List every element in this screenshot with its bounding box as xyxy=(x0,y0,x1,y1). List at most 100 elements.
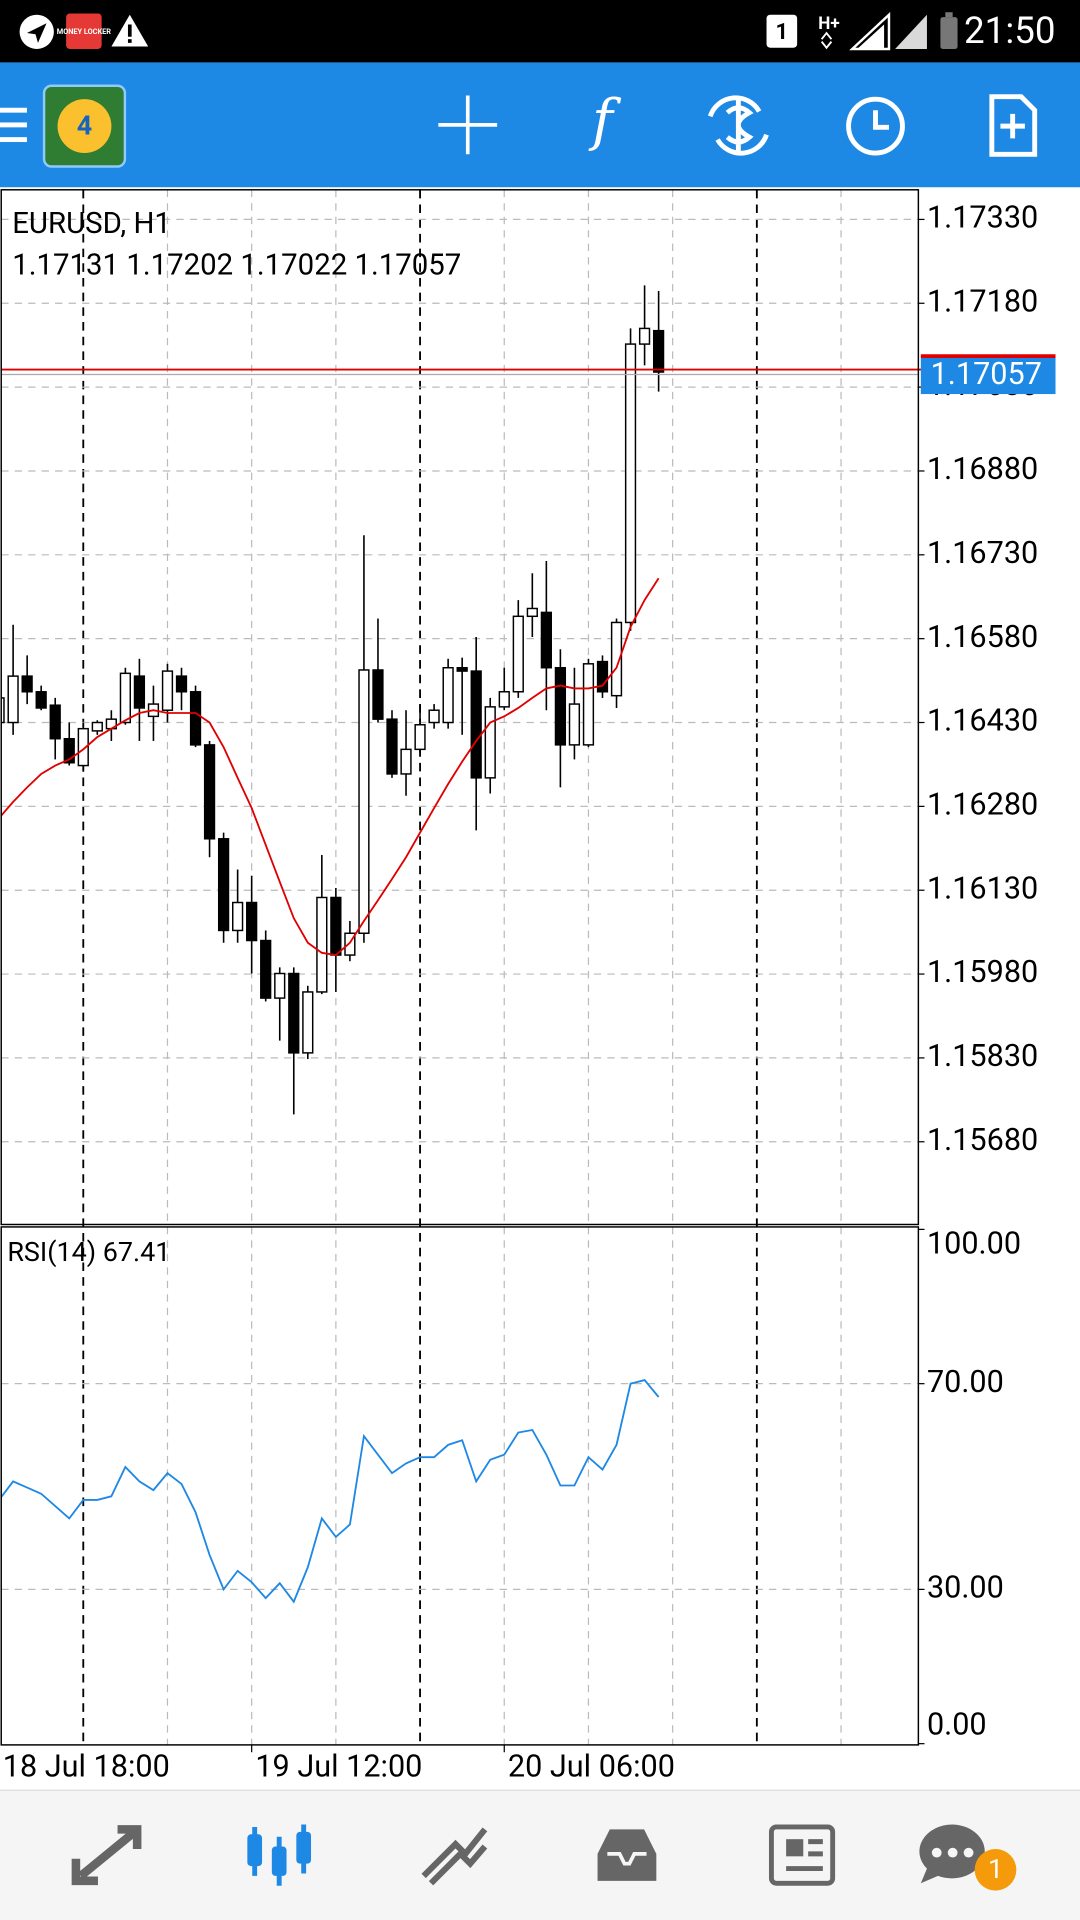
y-tick-label: 1.16880 xyxy=(927,452,1038,487)
y-tick-label: 1.16580 xyxy=(927,620,1038,655)
chart-candle xyxy=(296,1831,312,1864)
candle-body xyxy=(498,691,510,708)
history-icon xyxy=(597,1829,657,1881)
candle-body xyxy=(302,991,314,1054)
menu-bar xyxy=(0,122,27,128)
new-order-button[interactable] xyxy=(989,94,1038,157)
y-tick-label: 1.16280 xyxy=(927,787,1038,822)
menu-bar xyxy=(0,107,27,113)
grid xyxy=(1,189,919,1745)
candle-body xyxy=(386,718,398,775)
candle-body xyxy=(652,329,665,373)
app-icon-text: MONEY LOCKER xyxy=(57,27,111,36)
history-tray xyxy=(607,1852,647,1866)
candle-body xyxy=(161,670,174,711)
doc-icon xyxy=(989,94,1038,157)
warning-dot xyxy=(127,39,132,43)
status-bar xyxy=(0,0,1080,63)
battery xyxy=(940,17,958,49)
chat-tab[interactable]: 1 xyxy=(919,1824,1017,1891)
battery-tip xyxy=(945,12,953,18)
news-image xyxy=(786,1839,804,1857)
candle-body xyxy=(217,838,230,932)
y-tick-label: 1.15830 xyxy=(927,1039,1038,1074)
candle-body xyxy=(77,727,89,767)
chart-candle xyxy=(247,1834,263,1867)
candle-body xyxy=(330,896,342,956)
network-arrows xyxy=(820,31,833,50)
candle-body xyxy=(316,896,328,993)
y-tick-label: 1.16430 xyxy=(927,704,1038,739)
clock-icon xyxy=(846,96,905,156)
news-lines xyxy=(786,1839,823,1872)
chat-dot xyxy=(963,1847,974,1858)
news-icon xyxy=(768,1824,836,1886)
trade-button[interactable] xyxy=(707,95,769,156)
chart-area xyxy=(0,187,1080,1791)
axes: 1.173301.171801.170301.168801.167301.165… xyxy=(1,201,1056,1784)
moving-average xyxy=(1,577,660,957)
candle-body xyxy=(1,697,5,724)
menu-bar xyxy=(0,137,27,143)
bid-label-box xyxy=(920,357,1056,395)
quotes-icon xyxy=(71,1825,142,1886)
candle-body xyxy=(554,666,567,746)
chart-tab[interactable] xyxy=(247,1824,312,1886)
sim-number: 1 xyxy=(776,20,789,45)
candle-body xyxy=(189,691,202,746)
doc-plus xyxy=(1000,113,1025,139)
candle-body xyxy=(596,660,609,693)
rsi-plot xyxy=(1,1379,660,1604)
candle-body xyxy=(372,669,384,720)
history-tab[interactable] xyxy=(597,1829,657,1881)
candle-body xyxy=(119,672,132,724)
candle-body xyxy=(232,901,244,932)
candle-body xyxy=(260,939,272,999)
x-tick-label: 19 Jul 12:00 xyxy=(255,1749,422,1784)
chat-dot xyxy=(931,1847,942,1858)
rsi-label: RSI(14) 67.41 xyxy=(7,1236,170,1268)
x-tick-label: 20 Jul 06:00 xyxy=(508,1749,675,1784)
y-tick-label: 1.17180 xyxy=(927,284,1038,319)
candle-body xyxy=(582,663,595,746)
candle-body xyxy=(414,724,426,751)
crosshair-button[interactable] xyxy=(438,95,498,155)
rsi-line xyxy=(1,1379,660,1604)
candle-body xyxy=(526,607,538,618)
candle-body xyxy=(133,675,146,709)
candle-body xyxy=(358,669,370,934)
chat-badge-count: 1 xyxy=(988,1853,1003,1885)
y-tick-label: 1.15680 xyxy=(927,1123,1038,1158)
candle-body xyxy=(568,703,581,746)
app-icon xyxy=(66,13,102,49)
timeframe-button[interactable] xyxy=(846,96,905,156)
candle-body xyxy=(63,737,75,764)
nav-arrow xyxy=(26,23,47,43)
y-tick-label: 1.17330 xyxy=(927,201,1038,236)
symbol-title: EURUSD, H1 xyxy=(12,207,171,241)
logo-number: 4 xyxy=(77,109,92,141)
candle-body xyxy=(400,748,412,775)
price-plot xyxy=(1,285,665,1115)
quotes-tab[interactable] xyxy=(71,1825,142,1886)
y-tick-label: 0.00 xyxy=(927,1708,987,1743)
menu-button[interactable] xyxy=(0,107,27,143)
crosshair-icon xyxy=(438,95,498,155)
logo-circle xyxy=(57,99,112,154)
chat-dot xyxy=(947,1847,958,1858)
news-tab[interactable] xyxy=(768,1824,836,1886)
trade-tab[interactable] xyxy=(421,1827,488,1886)
trade-icon xyxy=(421,1827,488,1886)
clock: 21:50 xyxy=(964,9,1055,52)
warning-mark xyxy=(127,24,132,37)
candle-body xyxy=(428,709,440,724)
candle-body xyxy=(246,901,258,942)
candle-body xyxy=(7,675,19,724)
y-tick-label: 30.00 xyxy=(927,1570,1004,1605)
trade-arrows xyxy=(707,95,769,156)
y-tick-label: 100.00 xyxy=(927,1226,1021,1261)
candle-body xyxy=(624,343,637,624)
trade-dollar xyxy=(725,97,754,152)
